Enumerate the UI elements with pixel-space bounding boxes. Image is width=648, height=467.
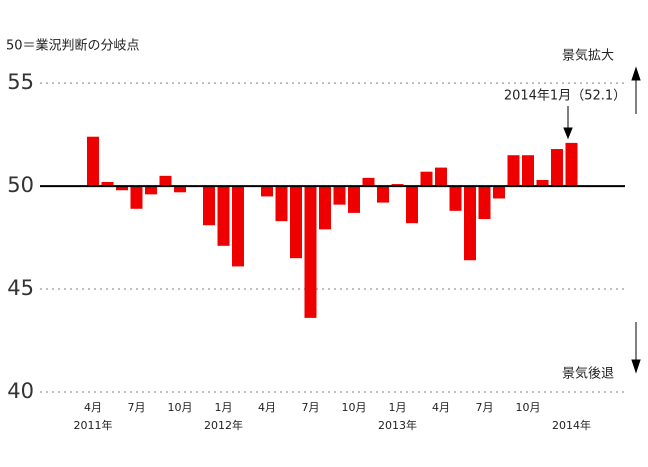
bar [333, 186, 346, 205]
bar [522, 155, 534, 187]
bar [406, 186, 418, 224]
bar [449, 186, 462, 211]
x-tick-label: 10月 [168, 401, 193, 414]
x-tick-label: 4月 [258, 401, 276, 414]
bar [116, 186, 128, 191]
bar [362, 177, 375, 187]
annotation: 景気拡大 [562, 48, 614, 64]
x-tick-label: 1月 [215, 401, 233, 414]
x-tick-label: 10月 [342, 401, 367, 414]
x-year-label: 2013年 [378, 418, 417, 432]
bar [159, 175, 172, 187]
y-tick-label: 50 [7, 173, 34, 197]
x-year-label: 2012年 [204, 418, 243, 432]
x-year-label: 2014年 [552, 418, 591, 432]
bar [203, 186, 215, 226]
bar [478, 186, 491, 220]
bar [87, 136, 99, 187]
x-tick-label: 7月 [128, 401, 146, 414]
bar [145, 186, 157, 195]
bar [464, 186, 476, 261]
bar [232, 186, 244, 267]
bar [565, 142, 578, 187]
x-tick-label: 7月 [302, 401, 320, 414]
bar [435, 167, 447, 187]
bar [420, 171, 433, 187]
y-tick-label: 45 [7, 276, 34, 300]
bar [536, 179, 549, 187]
bar [130, 186, 143, 209]
x-tick-label: 4月 [84, 401, 102, 414]
bar [174, 186, 186, 193]
bar [217, 186, 230, 246]
y-tick-label: 40 [7, 379, 34, 403]
chart-title: 50＝業況判断の分岐点 [6, 38, 140, 54]
x-tick-label: 4月 [432, 401, 450, 414]
x-tick-label: 1月 [389, 401, 407, 414]
bar [304, 186, 317, 318]
bar [275, 186, 288, 222]
bar [348, 186, 360, 213]
bar [261, 186, 273, 197]
y-tick-label: 55 [7, 70, 34, 94]
x-tick-label: 7月 [476, 401, 494, 414]
x-tick-label: 10月 [516, 401, 541, 414]
bar [290, 186, 302, 259]
bar [377, 186, 389, 203]
x-year-label: 2011年 [74, 418, 113, 432]
annotation: 2014年1月（52.1） [504, 89, 626, 104]
bar [507, 155, 520, 187]
bar [551, 149, 563, 187]
arrows [563, 66, 641, 374]
bar [101, 182, 114, 187]
bar [493, 186, 505, 199]
bar [391, 184, 404, 187]
bar [319, 186, 331, 230]
annotation: 景気後退 [562, 366, 614, 382]
